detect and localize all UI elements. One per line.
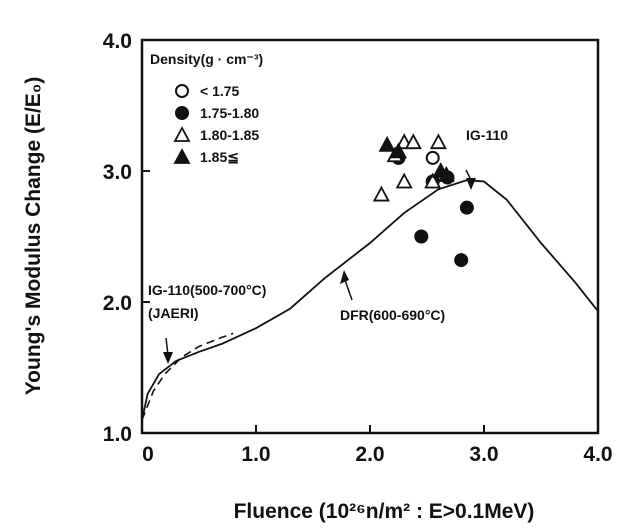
legend-label: 1.80-1.85 (200, 127, 259, 143)
arrowhead-dfr (340, 270, 349, 284)
x-tick-label: 3.0 (469, 443, 498, 466)
y-axis-title: Young's Modulus Change (E/E₀) (22, 77, 45, 396)
open-circle-point (425, 150, 440, 165)
legend-label: 1.75-1.80 (200, 105, 259, 121)
arrowhead-jaeri (163, 352, 173, 364)
dashed-curve (141, 332, 234, 421)
y-tick-label: 1.0 (103, 423, 132, 446)
legend-marker-filled-circle (175, 106, 189, 120)
x-axis-title: Fluence (10²⁶n/m² : E>0.1MeV) (234, 500, 535, 523)
y-tick-label: 3.0 (103, 161, 132, 184)
y-tick-label: 2.0 (103, 292, 132, 315)
curves (141, 179, 599, 421)
annotation-ig110-jaeri-2: (JAERI) (148, 305, 199, 321)
open-triangle-point (424, 172, 442, 189)
legend: Density(g · cm⁻³) < 1.75 1.75-1.80 1.80-1.… (150, 51, 263, 165)
axis-ticks: 0 1.0 2.0 3.0 4.0 1.0 2.0 3.0 4.0 (103, 30, 613, 466)
x-tick-label: 4.0 (583, 443, 612, 466)
legend-marker-filled-triangle (173, 148, 191, 164)
legend-label: < 1.75 (200, 83, 240, 99)
pointer-dfr (344, 279, 353, 301)
legend-marker-open-triangle (173, 126, 191, 142)
y-tick-label: 4.0 (103, 30, 132, 53)
x-tick-label: 1.0 (241, 443, 270, 466)
x-tick-label: 2.0 (355, 443, 384, 466)
filled-circle-point (414, 229, 429, 244)
arrowhead-ig110 (466, 178, 476, 190)
filled-circle-point (459, 200, 474, 215)
legend-label: 1.85≦ (200, 149, 239, 165)
filled-triangle-point (389, 142, 408, 159)
open-triangle-point (372, 185, 390, 202)
legend-marker-open-circle (175, 84, 189, 98)
annotation-dfr: DFR(600-690°C) (340, 307, 445, 323)
open-triangle-point (395, 172, 413, 189)
solid-curve (141, 179, 599, 421)
annotation-ig110: IG-110 (466, 127, 508, 143)
open-triangle-point (404, 133, 422, 150)
filled-circle-point (454, 253, 469, 268)
annotation-ig110-jaeri-1: IG-110(500-700°C) (148, 282, 266, 298)
filled-triangle-point (437, 166, 455, 182)
filled-triangle-point (378, 135, 396, 152)
x-tick-label: 0 (142, 443, 154, 466)
open-triangle-point (429, 133, 447, 150)
legend-title: Density(g · cm⁻³) (150, 51, 263, 67)
data-points (372, 133, 474, 268)
